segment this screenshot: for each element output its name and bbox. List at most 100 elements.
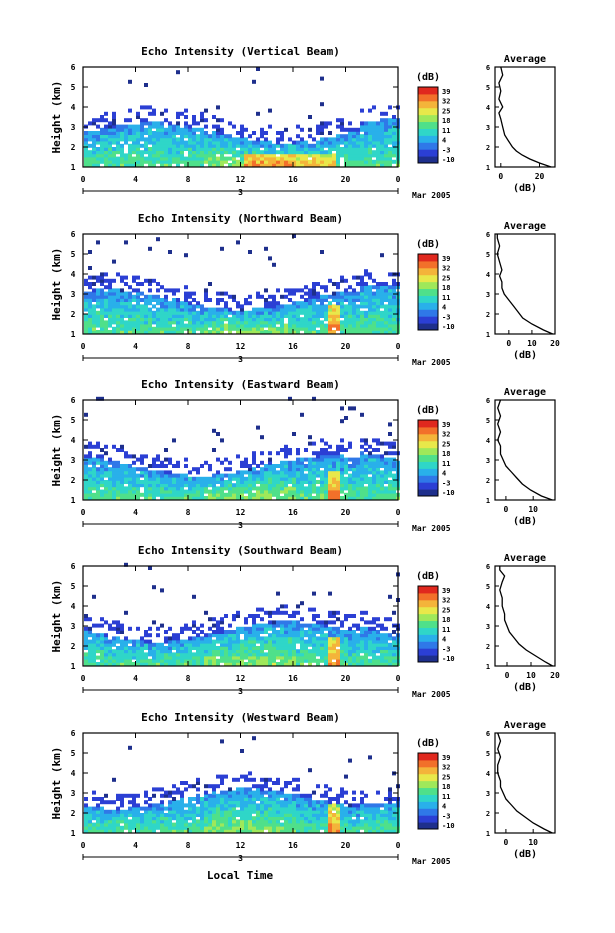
heatmap-cell — [160, 787, 164, 791]
heatmap-cell — [360, 121, 364, 125]
heatmap-cell — [248, 778, 252, 782]
heatmap-cell — [292, 461, 296, 465]
heatmap-cell — [320, 794, 324, 798]
colorbar-segment — [418, 108, 438, 115]
heatmap-cell — [300, 413, 304, 417]
average-y-tick-label: 2 — [486, 643, 490, 651]
heatmap-cell — [124, 153, 128, 157]
average-y-tick-label: 2 — [486, 311, 490, 319]
heatmap-cell — [256, 292, 260, 296]
heatmap-cell — [360, 109, 364, 113]
heatmap-cell — [264, 464, 268, 468]
heatmap-cell — [368, 121, 372, 125]
heatmap-cell — [232, 778, 236, 782]
heatmap-cell — [280, 461, 284, 465]
heatmap-cell — [192, 115, 196, 119]
heatmap-cell — [212, 115, 216, 119]
heatmap-cell — [144, 295, 148, 299]
y-tick-label: 6 — [71, 396, 76, 405]
heatmap-cell — [368, 659, 372, 663]
heatmap-cell — [212, 640, 216, 644]
y-axis-label: Height (km) — [50, 580, 63, 653]
heatmap-cell — [200, 797, 204, 801]
panel-3 — [83, 563, 555, 693]
heatmap-cell — [296, 784, 300, 788]
heatmap-cell — [128, 646, 132, 650]
heatmap-cell — [268, 295, 272, 299]
heatmap-cell — [344, 304, 348, 308]
heatmap-cell — [100, 448, 104, 452]
heatmap-cell — [212, 125, 216, 129]
heatmap-cell — [240, 640, 244, 644]
heatmap-cell — [148, 308, 152, 312]
heatmap-cell — [248, 141, 252, 145]
heatmap-cell — [252, 451, 256, 455]
date-label: Mar 2005 — [412, 690, 451, 699]
colorbar-segment — [418, 634, 438, 641]
heatmap-cell — [240, 470, 244, 474]
heatmap-cell — [112, 279, 116, 283]
heatmap-cell — [156, 803, 160, 807]
heatmap-cell — [164, 646, 168, 650]
heatmap-cell — [372, 448, 376, 452]
heatmap-cell — [124, 464, 128, 468]
average-y-tick-label: 4 — [486, 603, 490, 611]
colorbar-segment — [418, 593, 438, 600]
average-frame — [495, 67, 555, 167]
heatmap-cell — [372, 454, 376, 458]
heatmap-cell — [280, 604, 284, 608]
heatmap-cell — [244, 470, 248, 474]
heatmap-cell — [184, 640, 188, 644]
heatmap-cell — [216, 775, 220, 779]
heatmap-cell — [300, 617, 304, 621]
heatmap-cell — [172, 784, 176, 788]
heatmap-cell — [176, 288, 180, 292]
heatmap-cell — [272, 464, 276, 468]
heatmap-cell — [372, 160, 376, 164]
heatmap-cell — [180, 112, 184, 116]
heatmap-cell — [340, 320, 344, 324]
heatmap-cell — [96, 624, 100, 628]
heatmap-cell — [148, 464, 152, 468]
heatmap-cell — [340, 438, 344, 442]
heatmap-cell — [272, 791, 276, 795]
heatmap-cell — [148, 803, 152, 807]
heatmap-cell — [184, 781, 188, 785]
average-y-tick-label: 4 — [486, 271, 490, 279]
heatmap-cell — [152, 585, 156, 589]
heatmap-cell — [340, 147, 344, 151]
heatmap-cell — [360, 617, 364, 621]
heatmap-cell — [328, 592, 332, 596]
heatmap-cell — [224, 301, 228, 305]
heatmap-cell — [256, 803, 260, 807]
heatmap-cell — [304, 464, 308, 468]
colorbar-segment — [418, 475, 438, 482]
average-profile-line — [497, 234, 552, 334]
heatmap-cell — [232, 311, 236, 315]
heatmap-cell — [208, 308, 212, 312]
heatmap-cell — [324, 295, 328, 299]
heatmap-cell — [184, 787, 188, 791]
heatmap-cell — [160, 121, 164, 125]
heatmap-cell — [136, 276, 140, 280]
heatmap-cell — [148, 147, 152, 151]
heatmap-cell — [296, 649, 300, 653]
heatmap-cell — [184, 253, 188, 257]
average-title: Average — [504, 221, 546, 232]
colorbar-tick-label: -3 — [442, 479, 450, 487]
colorbar-tick-label: 11 — [442, 626, 450, 634]
colorbar-tick-label: -10 — [442, 489, 455, 497]
heatmap-cell — [312, 451, 316, 455]
heatmap-cell — [140, 298, 144, 302]
heatmap-cell — [128, 454, 132, 458]
heatmap-cell — [84, 803, 88, 807]
colorbar-segment — [418, 101, 438, 108]
heatmap-cell — [84, 131, 88, 135]
heatmap-cell — [264, 778, 268, 782]
colorbar-tick-label: 18 — [442, 117, 450, 125]
colorbar-unit: (dB) — [416, 72, 440, 83]
heatmap-cell — [364, 611, 368, 615]
heatmap-cell — [244, 298, 248, 302]
heatmap-cell — [128, 285, 132, 289]
average-profile-line — [498, 400, 553, 500]
